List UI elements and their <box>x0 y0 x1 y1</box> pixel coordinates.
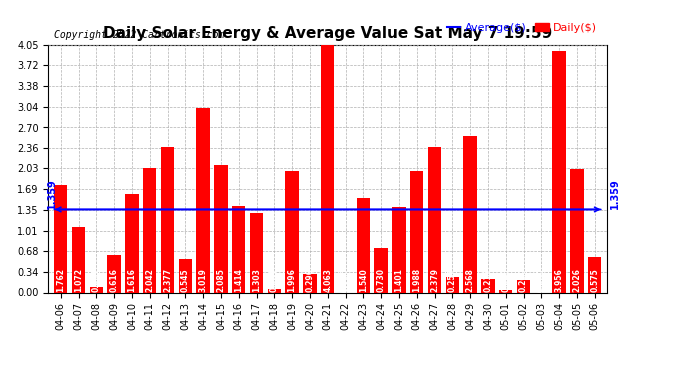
Bar <box>179 259 192 292</box>
Bar <box>90 287 103 292</box>
Text: 1.996: 1.996 <box>288 268 297 292</box>
Text: 4.063: 4.063 <box>323 268 333 292</box>
Text: Copyright 2022 Cartronics.com: Copyright 2022 Cartronics.com <box>54 30 224 40</box>
Text: 1.359: 1.359 <box>610 179 620 210</box>
Text: 1.988: 1.988 <box>412 268 422 292</box>
Bar <box>446 277 459 292</box>
Bar <box>304 274 317 292</box>
Text: 3.956: 3.956 <box>555 268 564 292</box>
Text: 0.061: 0.061 <box>270 268 279 292</box>
Text: 0.091: 0.091 <box>92 268 101 292</box>
Bar <box>553 51 566 292</box>
Text: 0.545: 0.545 <box>181 268 190 292</box>
Bar <box>215 165 228 292</box>
Text: 0.257: 0.257 <box>448 268 457 292</box>
Bar <box>232 206 246 292</box>
Bar <box>161 147 175 292</box>
Bar <box>464 136 477 292</box>
Legend: Average($), Daily($): Average($), Daily($) <box>442 18 602 38</box>
Bar <box>499 290 513 292</box>
Text: 2.085: 2.085 <box>217 268 226 292</box>
Bar <box>72 227 86 292</box>
Bar <box>268 289 281 292</box>
Bar <box>410 171 424 292</box>
Text: 1.540: 1.540 <box>359 268 368 292</box>
Text: 1.616: 1.616 <box>128 268 137 292</box>
Text: 2.568: 2.568 <box>466 268 475 292</box>
Text: 1.762: 1.762 <box>57 268 66 292</box>
Text: 2.026: 2.026 <box>573 268 582 292</box>
Text: 2.042: 2.042 <box>146 268 155 292</box>
Bar <box>126 194 139 292</box>
Text: 0.040: 0.040 <box>501 268 510 292</box>
Text: 0.296: 0.296 <box>306 268 315 292</box>
Text: 1.401: 1.401 <box>395 268 404 292</box>
Title: Daily Solar Energy & Average Value Sat May 7 19:59: Daily Solar Energy & Average Value Sat M… <box>103 26 553 41</box>
Bar <box>588 257 602 292</box>
Bar <box>54 185 68 292</box>
Text: 1.414: 1.414 <box>234 268 244 292</box>
Bar <box>428 147 441 292</box>
Bar <box>570 169 584 292</box>
Bar <box>108 255 121 292</box>
Bar <box>321 44 335 292</box>
Bar <box>357 198 370 292</box>
Text: 0.730: 0.730 <box>377 268 386 292</box>
Text: 3.019: 3.019 <box>199 268 208 292</box>
Text: 0.575: 0.575 <box>590 268 599 292</box>
Text: 0.200: 0.200 <box>519 268 528 292</box>
Text: 2.379: 2.379 <box>430 268 439 292</box>
Text: 1.359: 1.359 <box>47 179 57 210</box>
Text: 0.217: 0.217 <box>484 268 493 292</box>
Bar <box>197 108 210 292</box>
Bar <box>481 279 495 292</box>
Text: 2.377: 2.377 <box>163 268 172 292</box>
Text: 0.000: 0.000 <box>341 268 350 292</box>
Bar <box>250 213 263 292</box>
Bar <box>143 168 157 292</box>
Bar <box>286 171 299 292</box>
Text: 0.616: 0.616 <box>110 268 119 292</box>
Text: 1.072: 1.072 <box>74 268 83 292</box>
Text: 0.000: 0.000 <box>537 268 546 292</box>
Bar <box>517 280 530 292</box>
Bar <box>393 207 406 292</box>
Text: 1.303: 1.303 <box>252 268 261 292</box>
Bar <box>375 248 388 292</box>
